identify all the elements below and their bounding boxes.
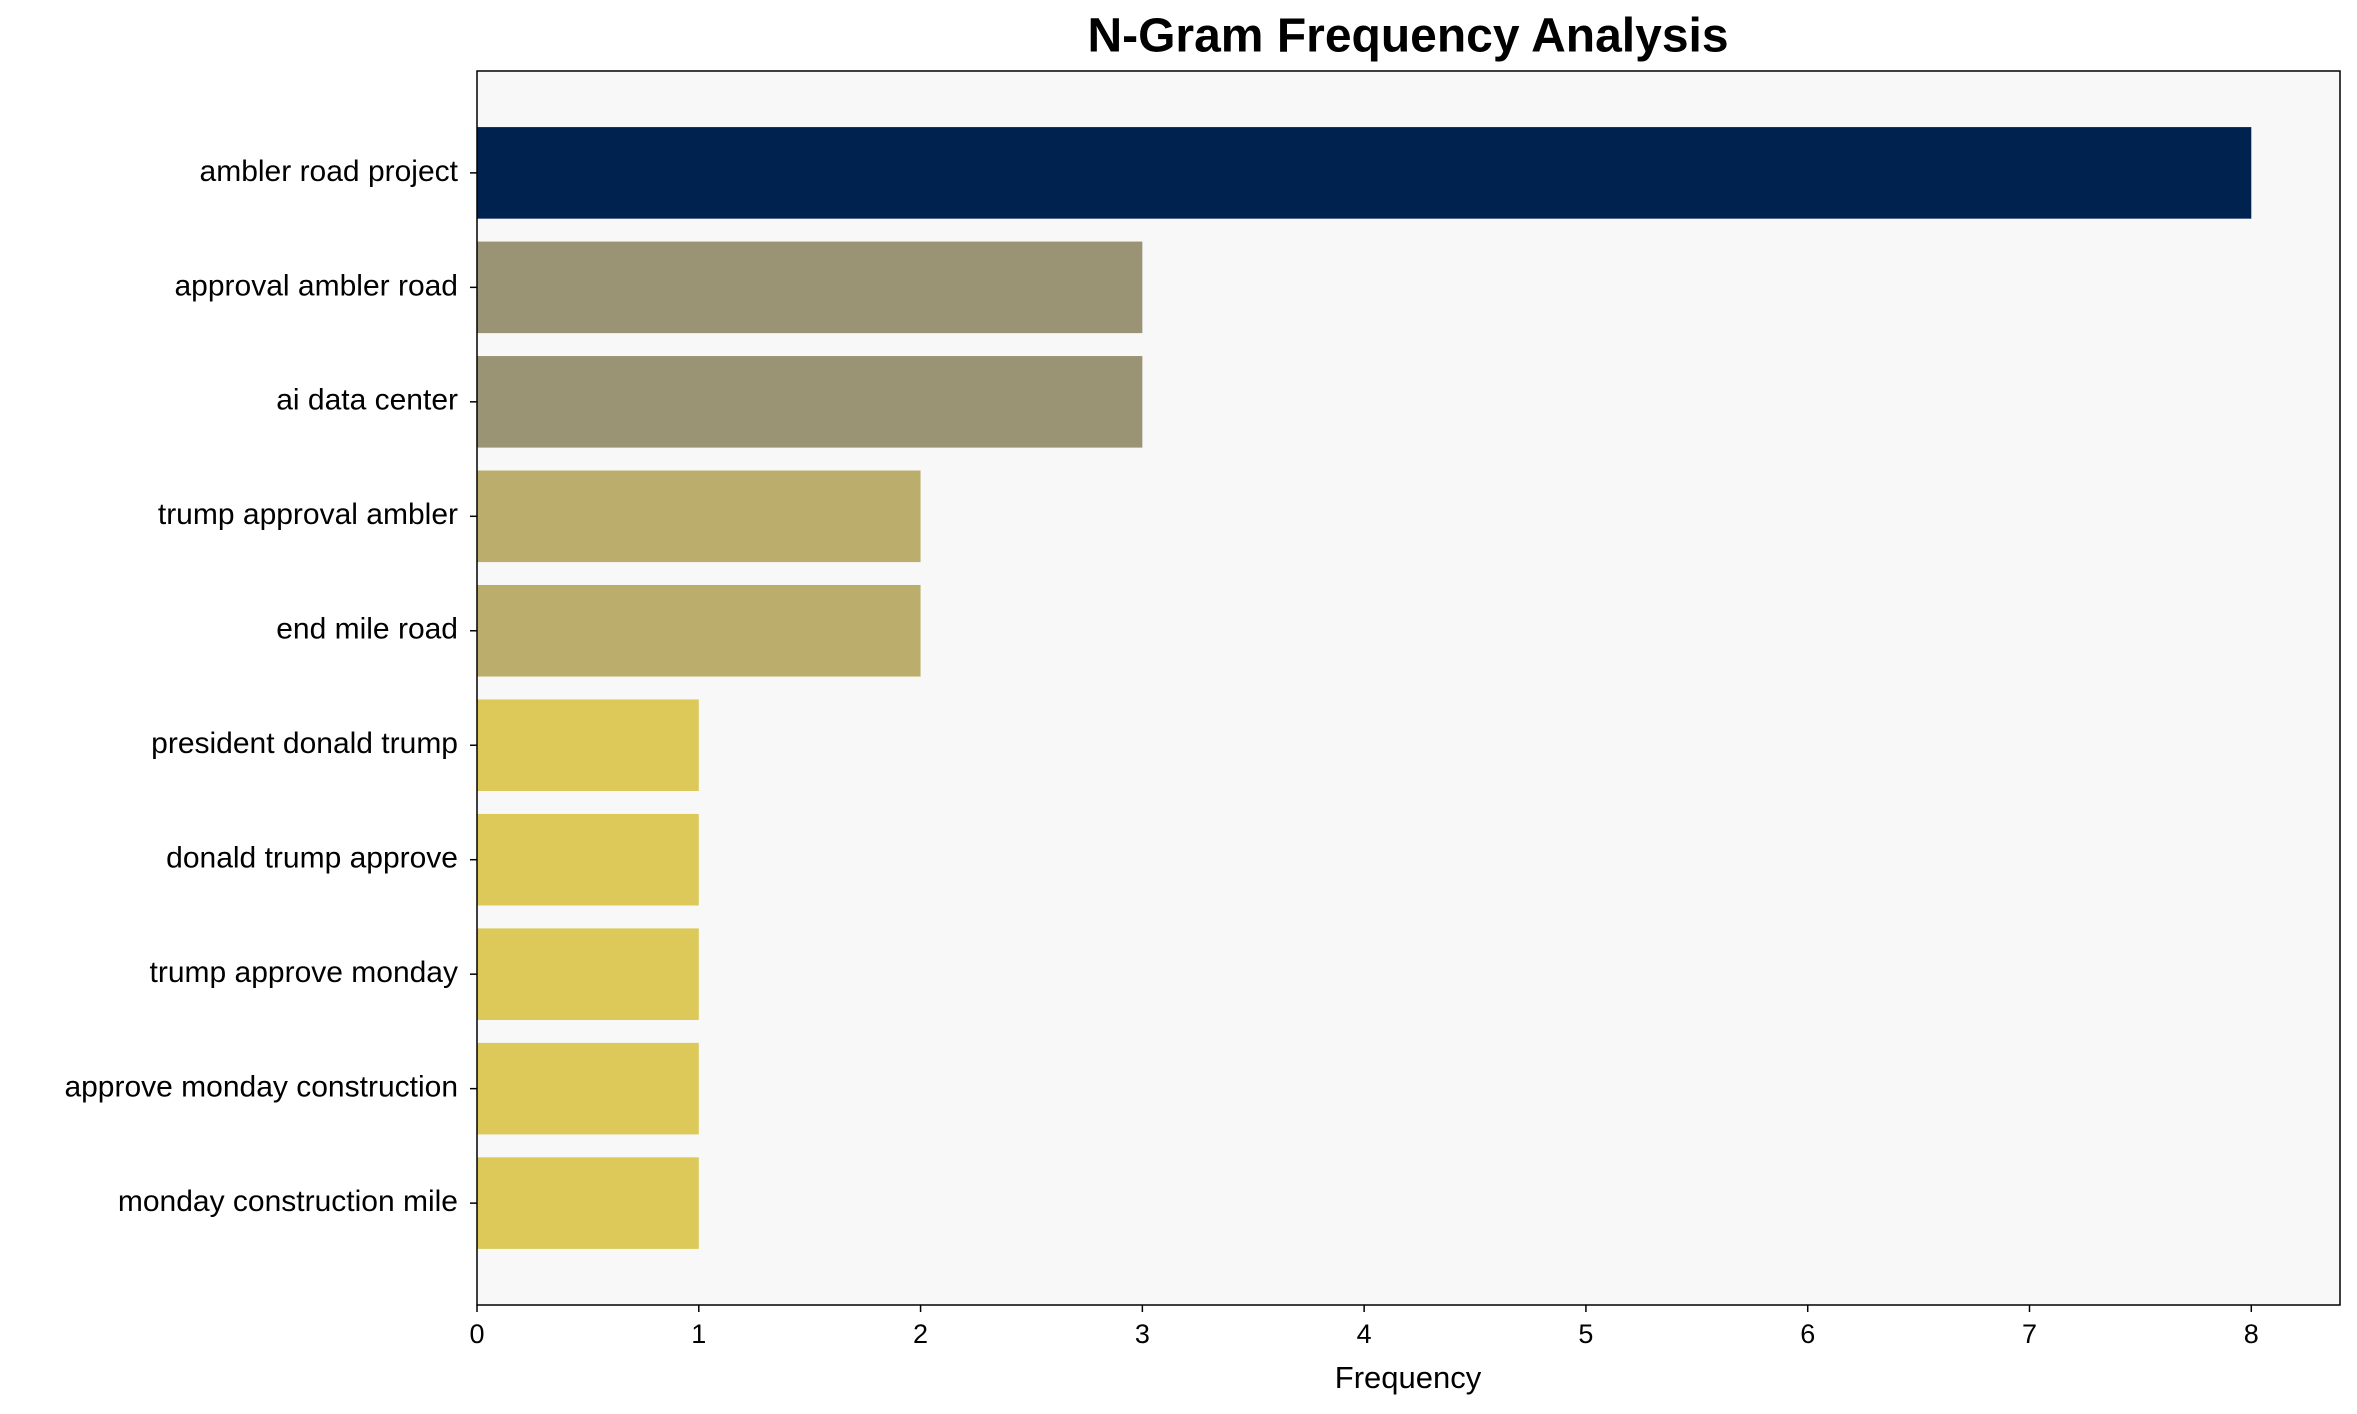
y-tick-label: monday construction mile: [118, 1185, 458, 1218]
plot-frame: [476, 70, 2341, 1306]
bar: [477, 356, 1143, 448]
bar: [477, 1042, 699, 1135]
bar: [477, 470, 921, 563]
x-tick-label: 6: [1800, 1319, 1815, 1349]
y-tick-label: trump approve monday: [150, 956, 459, 989]
bar: [477, 928, 699, 1020]
x-tick-label: 7: [2022, 1319, 2037, 1349]
x-tick-label: 2: [913, 1319, 928, 1349]
y-tick-label: end mile road: [276, 613, 458, 646]
y-tick-label: ai data center: [276, 384, 458, 417]
x-tick-label: 1: [691, 1319, 706, 1349]
chart-title: N-Gram Frequency Analysis: [1087, 10, 1728, 63]
bar: [477, 584, 921, 677]
y-tick-label: president donald trump: [151, 727, 458, 760]
x-axis-label: Frequency: [1335, 1360, 1482, 1395]
bar: [477, 1157, 699, 1249]
y-tick-label: approve monday construction: [64, 1071, 458, 1104]
y-tick-label: trump approval ambler: [158, 498, 458, 531]
x-tick-label: 0: [469, 1319, 484, 1349]
x-tick-label: 4: [1357, 1319, 1372, 1349]
y-tick-label: ambler road project: [200, 155, 459, 188]
x-tick-label: 8: [2244, 1319, 2259, 1349]
bar: [477, 241, 1143, 334]
x-tick-label: 5: [1578, 1319, 1593, 1349]
y-tick-label: approval ambler road: [175, 269, 459, 302]
y-tick-label: donald trump approve: [166, 842, 458, 875]
x-tick-label: 3: [1135, 1319, 1150, 1349]
bar: [477, 699, 699, 792]
bar: [477, 813, 699, 906]
bar: [477, 127, 2252, 219]
